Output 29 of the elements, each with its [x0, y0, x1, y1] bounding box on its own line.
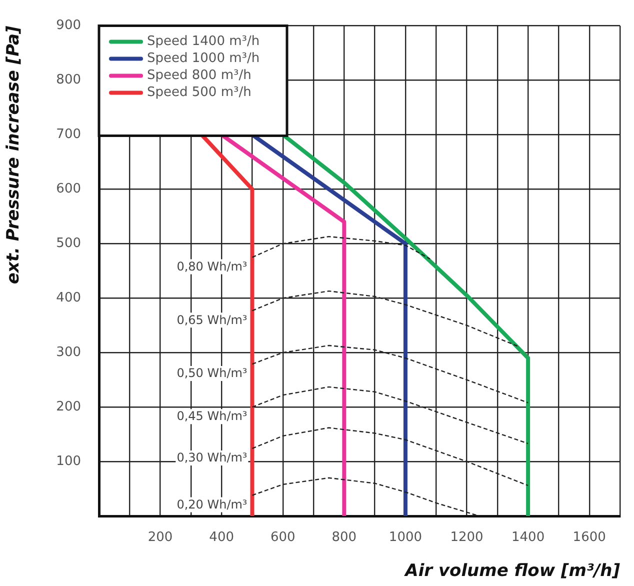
y-tick-label: 200: [56, 399, 81, 414]
x-tick-label: 1600: [572, 530, 606, 546]
legend-label: Speed 500 m³/h: [147, 85, 252, 100]
y-tick-label: 900: [56, 18, 81, 34]
y-tick-label: 400: [56, 290, 81, 306]
y-tick-label: 100: [56, 454, 81, 469]
x-tick-label: 1000: [388, 530, 422, 546]
series-label: 0,50 Wh/m³: [176, 366, 248, 380]
x-tick-label: 1200: [450, 530, 484, 546]
legend-label: Speed 1400 m³/h: [147, 34, 260, 50]
y-tick-label: 600: [56, 182, 81, 197]
x-tick-label: 800: [332, 530, 357, 546]
x-tick-label: 200: [148, 530, 173, 546]
y-axis-title: ext. Pressure increase [Pa]: [4, 26, 24, 284]
series-label: 0,20 Wh/m³: [176, 497, 248, 512]
x-tick-label: 600: [270, 530, 296, 546]
legend-label: Speed 800 m³/h: [147, 68, 252, 84]
series-label: 0,30 Wh/m³: [176, 450, 248, 465]
legend-label: Speed 1000 m³/h: [147, 51, 260, 66]
series-label: 0,45 Wh/m³: [176, 409, 248, 424]
x-tick-label: 400: [209, 530, 234, 546]
y-tick-label: 700: [56, 127, 81, 142]
series-label: 0,65 Wh/m³: [176, 312, 248, 327]
x-tick-label: 1400: [512, 530, 545, 546]
x-axis-title: Air volume flow [m³/h]: [403, 561, 620, 582]
series-label: 0,80 Wh/m³: [176, 259, 248, 274]
y-tick-label: 800: [56, 72, 81, 88]
y-tick-label: 500: [56, 236, 81, 252]
y-tick-label: 300: [56, 344, 81, 360]
